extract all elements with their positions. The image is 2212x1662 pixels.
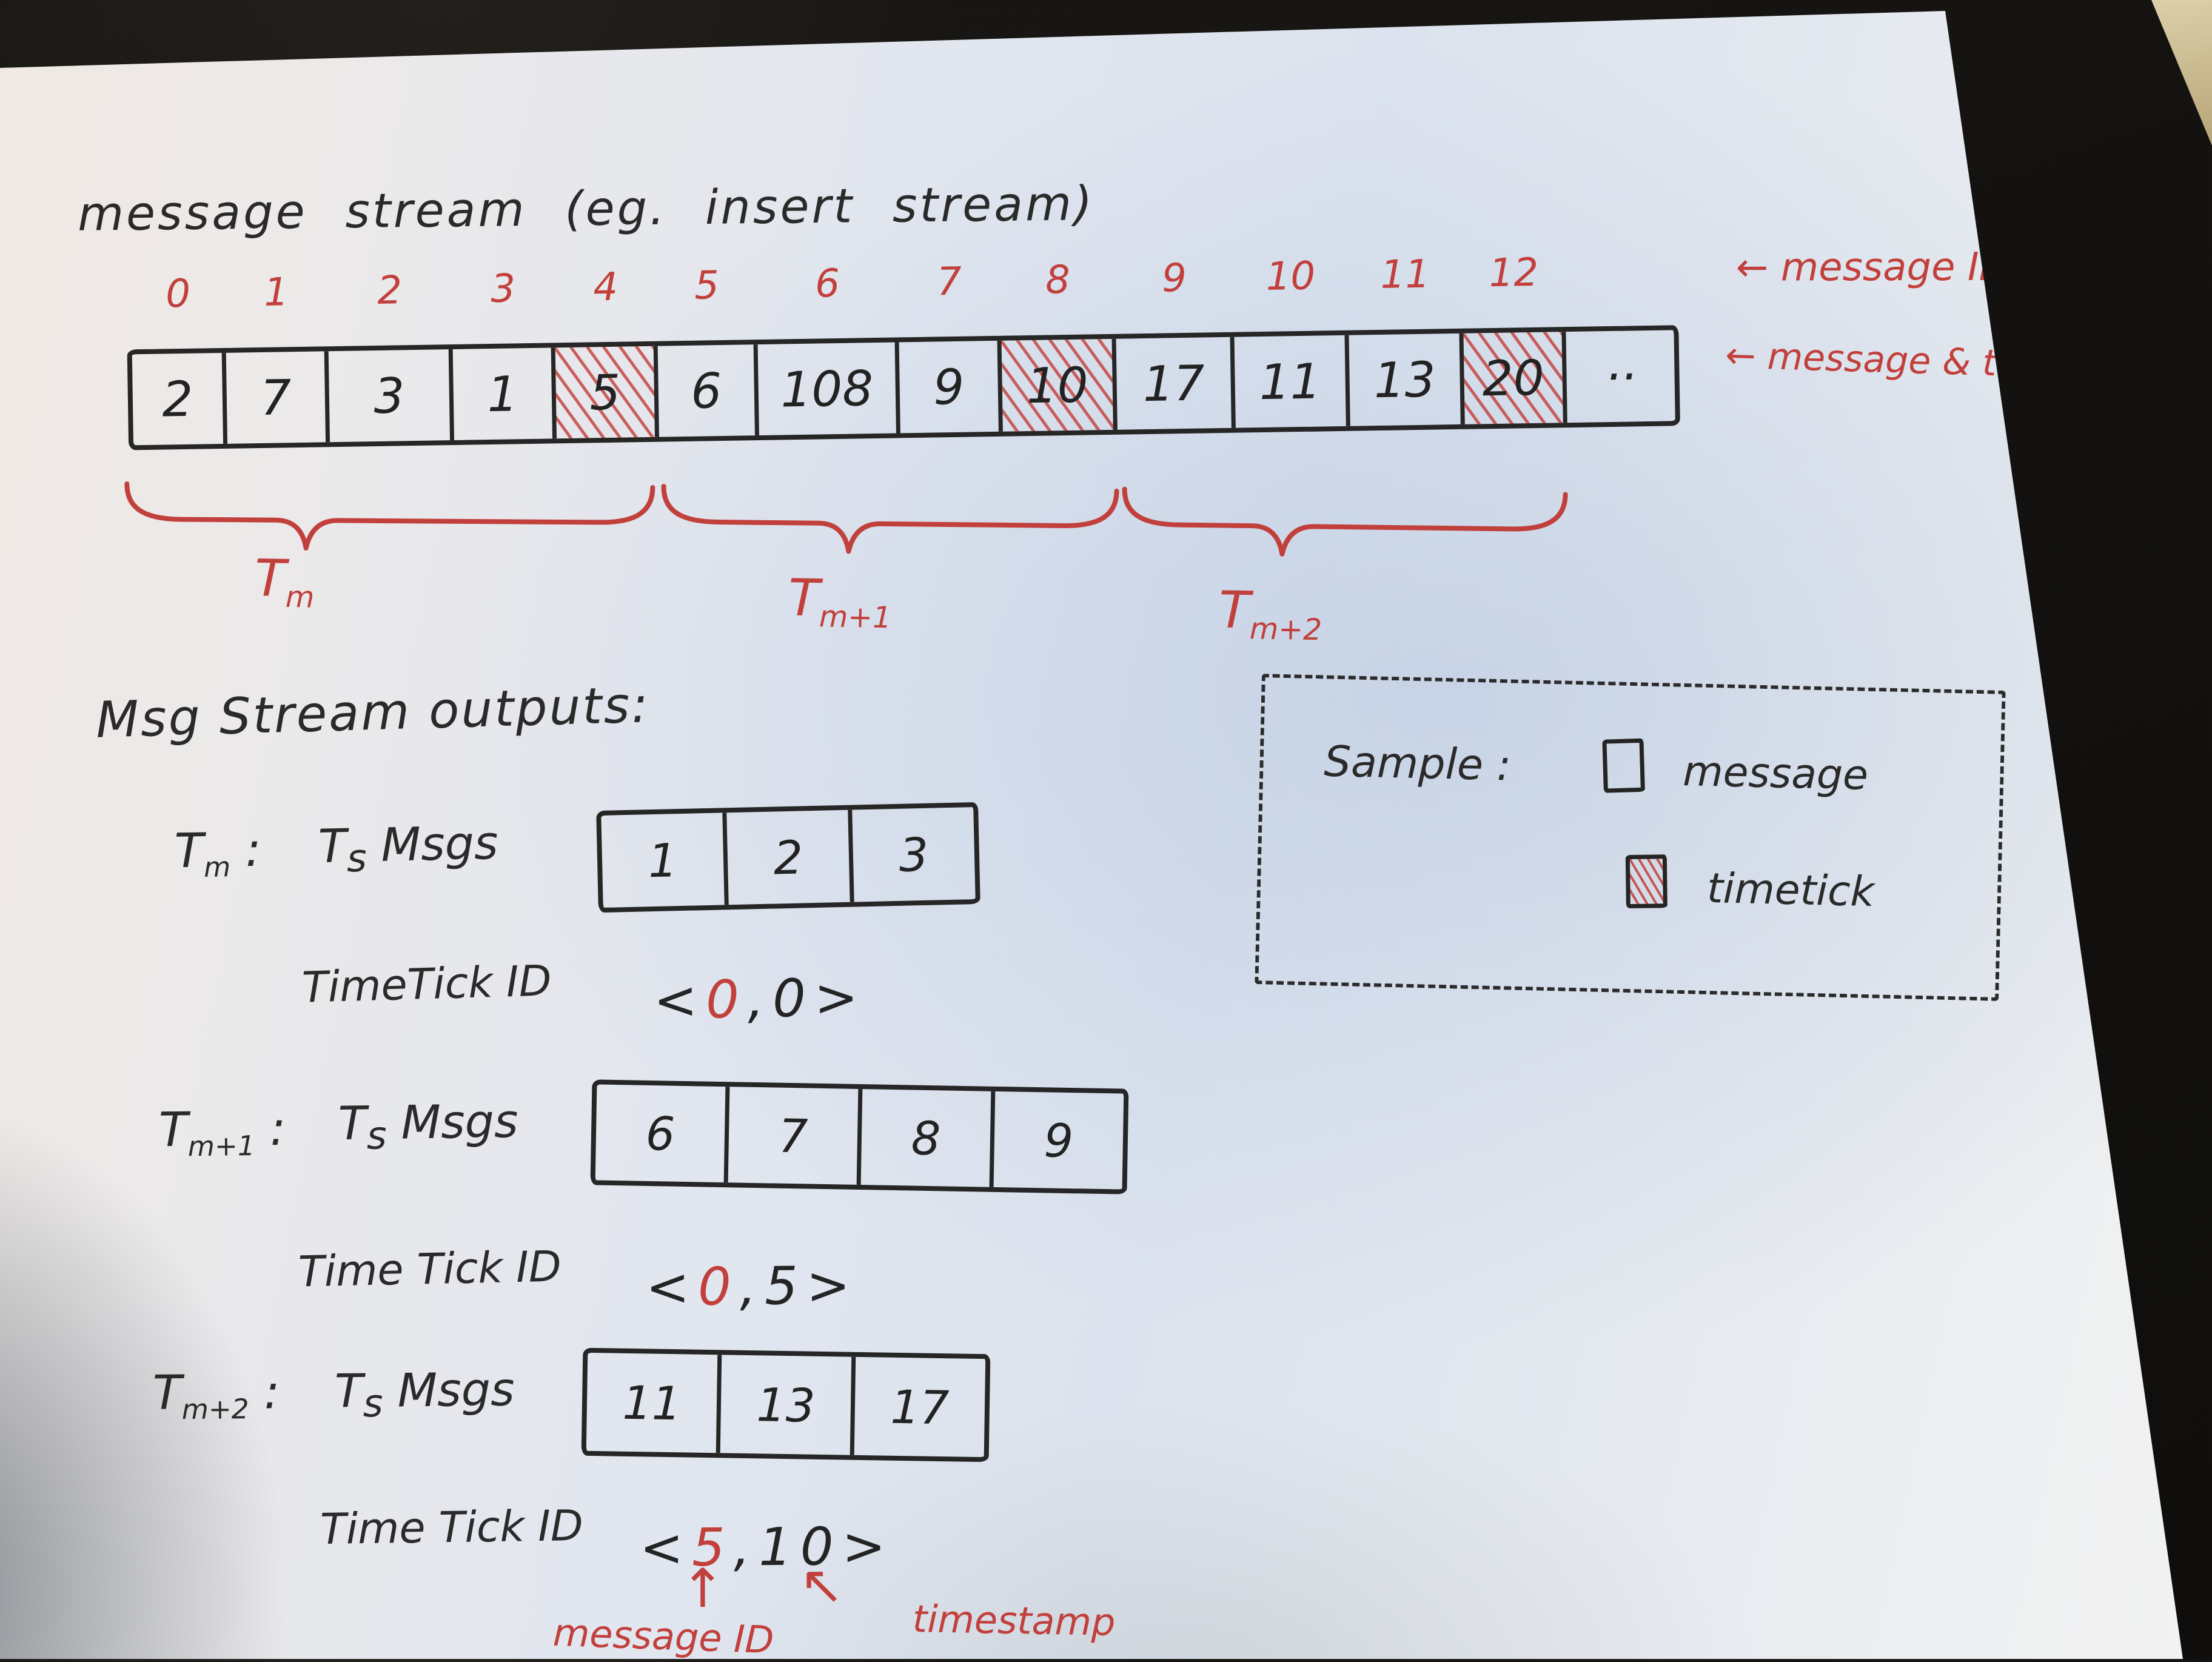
message-id-index: 8	[1045, 257, 1071, 303]
stream-cell: 1	[452, 347, 557, 440]
stream-cell: 13	[1349, 333, 1465, 426]
message-stream-section: 0 1 2 3 4 5 6 7 8 9 10 11 12 2 7 3 1 5 6…	[127, 245, 2179, 451]
message-id-index: 10	[1265, 253, 1316, 300]
output-msgs-box-tm2: 11 13 17	[581, 1347, 991, 1463]
stream-cell: 2	[132, 352, 228, 446]
background-surface-corner	[2151, 0, 2212, 146]
legend-box: Sample : message timetick	[1255, 674, 2006, 1001]
timetick-id-tuple-tm1: <0,5>	[645, 1255, 859, 1318]
message-id-row-label: ← message ID	[1735, 244, 2009, 290]
output-msg-cell: 17	[890, 1379, 950, 1435]
timetick-id-tuple-tm: <0,0>	[653, 967, 867, 1032]
stream-cell: 3	[328, 349, 455, 443]
timetick-id-label: Time Tick ID	[298, 1241, 562, 1297]
message-id-index: 12	[1489, 250, 1539, 297]
legend-item-label: message	[1682, 747, 1869, 800]
message-id-index: 1	[263, 270, 289, 315]
timetick-id-tuple-tm2: <5,10>	[639, 1516, 894, 1579]
window-label-tm1: Tm+1	[788, 568, 892, 635]
output-msgs-box-tm: 1 2 3	[596, 802, 980, 913]
timestamp-annotation: timestamp	[912, 1597, 1116, 1644]
legend-heading: Sample :	[1323, 736, 1512, 791]
window-brace-tm1	[661, 484, 1119, 554]
stream-cell: 17	[1116, 337, 1236, 430]
output-msg-cell: 3	[898, 827, 930, 882]
stream-cells: 2 7 3 1 5 6 108 9 10 17 11 13 20 ··	[127, 325, 1680, 451]
stream-cell-timetick: 5	[555, 346, 659, 439]
message-id-row: 0 1 2 3 4 5 6 7 8 9 10 11 12	[131, 250, 1566, 317]
message-id-index: 9	[1161, 255, 1187, 301]
up-left-arrow-icon: ↖	[799, 1553, 844, 1616]
message-id-index: 11	[1380, 252, 1430, 298]
message-id-index: 6	[814, 261, 840, 307]
message-id-index: 0	[165, 271, 191, 317]
window-label-tm2: Tm+2	[1218, 580, 1322, 648]
message-id-annotation: message ID	[552, 1610, 775, 1662]
window-brace-tm2	[1122, 486, 1568, 557]
left-arrow-icon: ←	[1735, 245, 1769, 290]
ts-msgs-label: Ts Msgs	[334, 1362, 515, 1426]
output-msg-cell: 1	[601, 813, 729, 908]
output-msgs-box-tm1: 6 7 8 9	[590, 1079, 1129, 1195]
output-msg-cell: 9	[1043, 1113, 1074, 1168]
message-id-index: 5	[694, 263, 720, 309]
stream-cell-timetick: 10	[1001, 338, 1118, 432]
stream-cell: 108	[757, 342, 900, 436]
output-msg-cell: 8	[860, 1089, 996, 1187]
output-msg-cell: 13	[720, 1355, 856, 1455]
ts-msgs-label: Ts Msgs	[317, 815, 499, 881]
stream-cell: 7	[226, 351, 330, 444]
message-id-index: 7	[936, 259, 962, 305]
output-msg-cell: 2	[726, 809, 854, 905]
timetick-id-label: TimeTick ID	[301, 956, 552, 1013]
ts-msgs-label: Ts Msgs	[338, 1093, 519, 1158]
message-timestamp-row-label: ← message & timestamp	[1724, 334, 2179, 390]
window-label-tm: Tm	[254, 548, 315, 615]
diagram-title: message stream (eg. insert stream)	[77, 176, 1095, 242]
stream-cell: 9	[899, 340, 1003, 434]
timetick-swatch	[1625, 854, 1667, 909]
stream-cell-ellipsis: ··	[1604, 347, 1637, 405]
output-msg-cell: 7	[728, 1087, 863, 1185]
output-row-name-tm1: Tm+1 :	[158, 1101, 286, 1163]
message-id-index: 3	[490, 266, 516, 312]
output-msg-cell: 11	[586, 1352, 722, 1453]
output-row-name-tm: Tm :	[174, 822, 262, 884]
legend-item-label: timetick	[1706, 864, 1875, 917]
message-id-index: 2	[377, 268, 403, 313]
stream-cell: 6	[657, 344, 759, 437]
output-msg-cell: 6	[595, 1084, 730, 1183]
message-id-index: 4	[592, 264, 618, 310]
timetick-id-label: Time Tick ID	[320, 1500, 584, 1555]
window-brace-tm	[124, 481, 655, 551]
stream-cell: 11	[1234, 335, 1350, 428]
up-arrow-icon: ↑	[680, 1557, 725, 1620]
stream-cell-timetick: 20	[1463, 332, 1567, 424]
message-swatch	[1602, 738, 1645, 793]
output-row-name-tm2: Tm+2 :	[152, 1365, 280, 1426]
outputs-heading: Msg Stream outputs:	[95, 676, 651, 749]
left-arrow-icon: ←	[1724, 334, 1757, 378]
